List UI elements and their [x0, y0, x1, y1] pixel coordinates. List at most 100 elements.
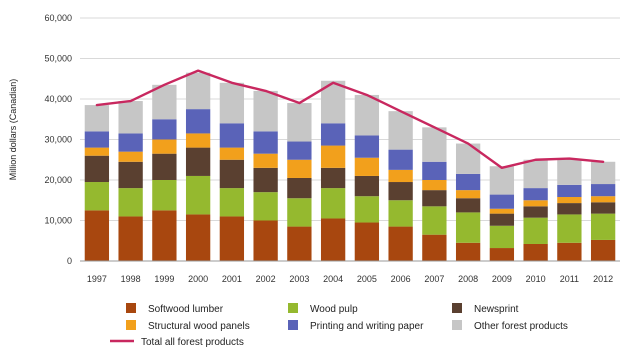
x-tick-label: 2009	[492, 274, 512, 284]
x-tick-label: 2001	[222, 274, 242, 284]
bar-segment-structural-wood-panels-2012	[590, 196, 616, 203]
bar-segment-wood-pulp-2011	[557, 214, 582, 243]
bar-segment-wood-pulp-1997	[84, 182, 110, 211]
x-tick-label: 2007	[424, 274, 444, 284]
bar-segment-wood-pulp-2009	[489, 225, 515, 249]
bar-segment-other-forest-products-2005	[354, 94, 380, 136]
bar-segment-printing-and-writing-paper-2009	[489, 194, 515, 209]
legend-swatch-other-forest-products	[452, 320, 462, 330]
bar-segment-printing-and-writing-paper-2006	[388, 149, 413, 170]
bar-segment-wood-pulp-2001	[219, 188, 245, 217]
bar-segment-newsprint-2010	[523, 206, 548, 218]
bar-segment-newsprint-2002	[253, 167, 278, 193]
x-tick-label: 2012	[593, 274, 613, 284]
x-tick-label: 2005	[357, 274, 377, 284]
bar-segment-printing-and-writing-paper-2010	[523, 188, 548, 201]
legend-label-structural-wood-panels: Structural wood panels	[148, 321, 250, 332]
bar-segment-printing-and-writing-paper-2005	[354, 135, 380, 158]
bar-segment-softwood-lumber-2012	[590, 239, 616, 261]
bar-segment-softwood-lumber-2005	[354, 222, 380, 261]
bar-segment-wood-pulp-1999	[152, 180, 177, 211]
bar-segment-softwood-lumber-2007	[422, 234, 447, 261]
bar-segment-structural-wood-panels-2010	[523, 200, 548, 207]
bar-segment-printing-and-writing-paper-1998	[118, 133, 143, 152]
bar-segment-other-forest-products-2000	[185, 72, 211, 110]
bar-segment-wood-pulp-2008	[455, 212, 481, 243]
bar-segment-structural-wood-panels-1999	[152, 139, 177, 154]
bar-segment-other-forest-products-2011	[557, 158, 582, 185]
bar-segment-softwood-lumber-1997	[84, 210, 110, 261]
y-tick-label: 40,000	[44, 94, 72, 104]
bar-segment-other-forest-products-2012	[590, 161, 616, 185]
bar-segment-printing-and-writing-paper-2004	[320, 123, 346, 146]
bar-segment-wood-pulp-2002	[253, 192, 278, 221]
legend: Softwood lumber Wood pulp Newsprint Structu…	[110, 303, 568, 348]
x-tick-label: 2010	[526, 274, 546, 284]
bar-segment-printing-and-writing-paper-1999	[152, 119, 177, 140]
x-tick-label: 2006	[391, 274, 411, 284]
bar-segment-wood-pulp-2006	[388, 200, 413, 227]
bar-segment-newsprint-2006	[388, 182, 413, 201]
x-tick-label: 1998	[121, 274, 141, 284]
bar-segment-printing-and-writing-paper-2000	[185, 109, 211, 134]
bar-segment-structural-wood-panels-1998	[118, 151, 143, 162]
bar-segment-newsprint-2008	[455, 198, 481, 213]
bar-segment-newsprint-2003	[287, 177, 312, 199]
bar-segment-softwood-lumber-2001	[219, 216, 245, 261]
bar-segment-other-forest-products-2003	[287, 103, 312, 142]
bar-segment-other-forest-products-2007	[422, 127, 447, 162]
y-tick-label: 60,000	[44, 13, 72, 23]
x-tick-label: 2002	[256, 274, 276, 284]
bar-segment-other-forest-products-2001	[219, 82, 245, 124]
bar-segment-newsprint-1998	[118, 161, 143, 189]
bar-segment-structural-wood-panels-2005	[354, 157, 380, 176]
x-tick-label: 2004	[323, 274, 343, 284]
bar-segment-softwood-lumber-2003	[287, 226, 312, 261]
bar-segment-wood-pulp-1998	[118, 188, 143, 217]
bar-segment-structural-wood-panels-2002	[253, 153, 278, 168]
bar-segment-newsprint-2000	[185, 147, 211, 176]
bar-segment-printing-and-writing-paper-2007	[422, 161, 447, 180]
bar-segment-softwood-lumber-1998	[118, 216, 143, 261]
y-tick-label: 0	[67, 256, 72, 266]
bar-segment-structural-wood-panels-2011	[557, 197, 582, 204]
bar-segment-structural-wood-panels-2007	[422, 180, 447, 191]
bar-segment-other-forest-products-1998	[118, 101, 143, 134]
total-line-layer	[95, 69, 605, 170]
legend-swatch-printing-and-writing-paper	[288, 320, 298, 330]
bar-segment-newsprint-2009	[489, 213, 515, 226]
bar-segment-newsprint-2012	[590, 202, 616, 214]
y-tick-label: 30,000	[44, 135, 72, 145]
bar-segment-printing-and-writing-paper-2001	[219, 123, 245, 148]
bar-segment-softwood-lumber-2006	[388, 226, 413, 261]
bar-segment-wood-pulp-2010	[523, 217, 548, 244]
legend-swatch-structural-wood-panels	[126, 320, 136, 330]
y-axis-title: Million dollars (Canadian)	[8, 79, 18, 181]
bar-segment-printing-and-writing-paper-2011	[557, 184, 582, 198]
bar-segment-structural-wood-panels-2009	[489, 208, 515, 214]
x-tick-label: 2011	[560, 274, 579, 284]
legend-swatch-wood-pulp	[288, 303, 298, 313]
bar-segment-softwood-lumber-2004	[320, 218, 346, 261]
bar-segment-other-forest-products-2008	[455, 143, 481, 174]
bar-segment-softwood-lumber-2009	[489, 248, 515, 261]
y-tick-label: 20,000	[44, 175, 72, 185]
bar-segment-softwood-lumber-1999	[152, 210, 177, 261]
bar-segment-softwood-lumber-2002	[253, 220, 278, 261]
bar-segment-structural-wood-panels-2006	[388, 169, 413, 183]
bar-segment-wood-pulp-2005	[354, 196, 380, 223]
bar-segment-structural-wood-panels-2004	[320, 145, 346, 168]
bar-segment-wood-pulp-2004	[320, 188, 346, 219]
bar-segment-printing-and-writing-paper-2002	[253, 131, 278, 154]
bar-segment-softwood-lumber-2000	[185, 214, 211, 261]
y-tick-label: 50,000	[44, 54, 72, 64]
legend-label-total-all-forest-products: Total all forest products	[141, 337, 244, 348]
bar-segment-newsprint-2005	[354, 175, 380, 197]
bar-segment-softwood-lumber-2011	[557, 242, 582, 261]
bar-segment-printing-and-writing-paper-2012	[590, 184, 616, 197]
bar-segment-other-forest-products-2006	[388, 111, 413, 150]
bar-segment-structural-wood-panels-2003	[287, 159, 312, 178]
bar-segment-wood-pulp-2000	[185, 175, 211, 215]
legend-swatch-newsprint	[452, 303, 462, 313]
